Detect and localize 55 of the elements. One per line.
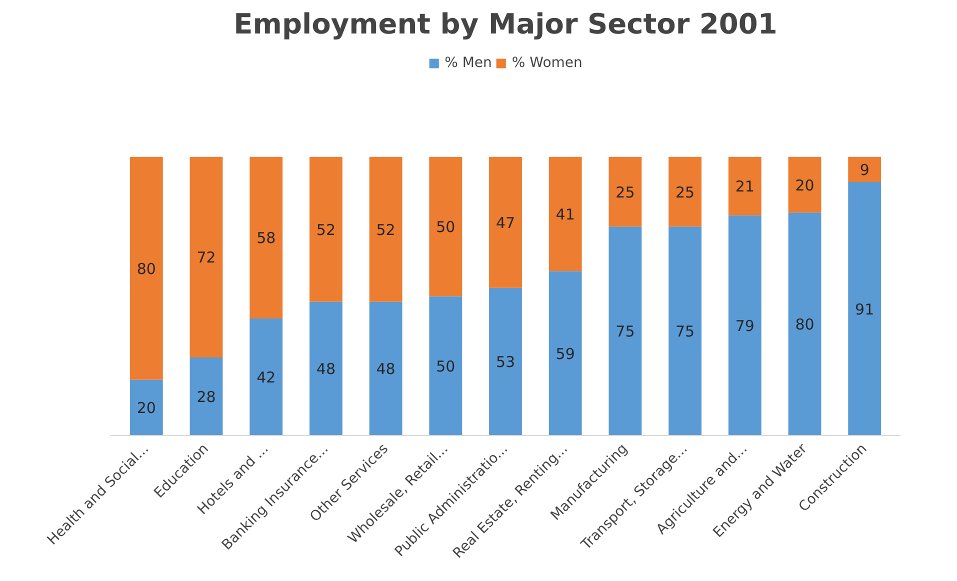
- bar: [788, 212, 822, 436]
- data-label: 42: [256, 368, 276, 386]
- legend-label: % Women: [512, 55, 582, 71]
- data-label: 47: [496, 214, 516, 232]
- bar: [250, 318, 283, 436]
- bar: [548, 156, 582, 272]
- data-label: 20: [136, 399, 156, 418]
- bar: [848, 182, 882, 436]
- bar: [668, 226, 702, 436]
- bar: [608, 226, 642, 436]
- data-label: 53: [496, 353, 516, 372]
- bar: [369, 302, 402, 436]
- data-label: 80: [136, 260, 156, 278]
- bar: [130, 156, 163, 380]
- data-label: 80: [795, 316, 814, 334]
- chart-title: Employment by Major Sector 2001: [234, 8, 778, 40]
- data-label: 20: [795, 176, 814, 194]
- data-label: 79: [735, 316, 754, 335]
- bar: [429, 156, 462, 296]
- data-label: 72: [196, 248, 216, 267]
- bar: [309, 156, 342, 302]
- data-label: 25: [616, 183, 635, 202]
- data-label: 21: [735, 178, 754, 196]
- data-label: 52: [376, 220, 396, 239]
- bar: [489, 156, 522, 288]
- data-label: 75: [616, 322, 635, 341]
- data-label: 52: [316, 220, 336, 239]
- bar: [250, 156, 283, 318]
- data-label: 59: [556, 344, 575, 363]
- legend-label: % Men: [444, 55, 492, 71]
- data-label: 28: [196, 388, 216, 406]
- data-label: 91: [855, 300, 874, 318]
- bar: [548, 271, 582, 436]
- data-label: 48: [376, 360, 396, 378]
- bar: [728, 215, 762, 436]
- data-label: 25: [676, 183, 695, 202]
- bar: [728, 156, 762, 216]
- data-label: 50: [436, 357, 456, 376]
- bar: [130, 380, 163, 436]
- bar: [668, 156, 702, 227]
- data-label: 50: [436, 218, 456, 236]
- bar: [309, 302, 342, 436]
- bar: [489, 288, 522, 436]
- bar: [190, 156, 223, 358]
- bar: [848, 156, 882, 182]
- bar: [190, 358, 223, 436]
- bar: [608, 156, 642, 227]
- bar: [788, 156, 822, 213]
- data-label: 48: [316, 360, 336, 378]
- bar: [429, 296, 462, 436]
- data-label: 41: [556, 206, 575, 224]
- bar: [369, 156, 402, 302]
- data-label: 9: [860, 160, 870, 179]
- data-label: 75: [676, 322, 695, 341]
- data-label: 58: [256, 229, 276, 248]
